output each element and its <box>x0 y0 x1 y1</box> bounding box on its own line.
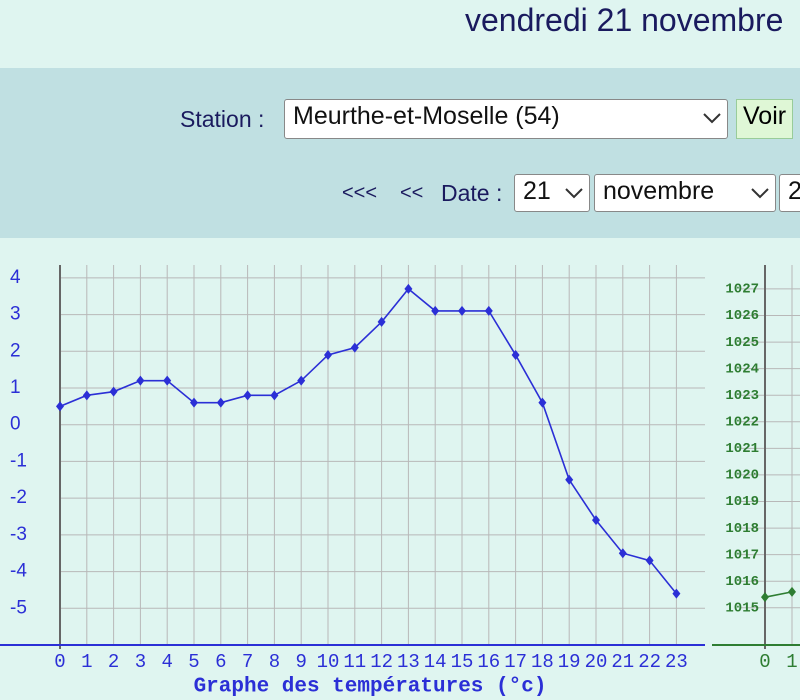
data-point <box>216 397 225 408</box>
x-tick-label: 6 <box>215 651 226 673</box>
submit-button[interactable]: Voir <box>736 99 794 139</box>
y-tick-label: 1017 <box>725 547 759 563</box>
y-tick-label: 0 <box>10 414 21 435</box>
data-line <box>764 591 793 598</box>
y-tick-label: 1022 <box>725 414 759 430</box>
x-tick-label: 20 <box>585 651 608 673</box>
data-point <box>645 555 654 566</box>
data-point <box>618 548 627 559</box>
x-tick-label: 17 <box>504 651 527 673</box>
chart-title: Graphe des températures (°c) <box>194 676 547 699</box>
chevron <box>751 188 769 199</box>
header: vendredi 21 novembre <box>0 0 800 68</box>
month-value: novembre <box>603 177 715 205</box>
data-point <box>82 390 91 401</box>
x-tick-label: 8 <box>269 651 280 673</box>
y-tick-label: 1023 <box>725 388 759 404</box>
data-point <box>538 397 547 408</box>
y-tick-label: -5 <box>10 597 27 618</box>
data-point <box>404 283 413 294</box>
x-tick-label: 10 <box>317 651 340 673</box>
data-point <box>324 349 332 360</box>
x-tick-label: 1 <box>786 651 797 673</box>
x-tick-label: 15 <box>451 651 474 673</box>
chevron <box>703 113 721 124</box>
x-tick-label: 14 <box>424 651 447 673</box>
nav-prev[interactable]: << <box>400 182 424 204</box>
data-point <box>109 386 118 397</box>
x-tick-label: 0 <box>759 651 770 673</box>
year-select[interactable]: 2 <box>779 174 800 212</box>
data-point <box>350 342 359 353</box>
y-tick-label: 1019 <box>725 494 759 510</box>
y-tick-label: 1015 <box>725 601 759 617</box>
y-tick-label: -4 <box>10 561 27 582</box>
data-point <box>243 390 252 401</box>
x-tick-label: 9 <box>295 651 306 673</box>
data-point <box>136 375 145 386</box>
data-point <box>672 588 681 599</box>
x-tick-label: 16 <box>477 651 500 673</box>
chevron <box>565 188 583 199</box>
data-point <box>592 515 600 526</box>
data-point <box>511 349 520 360</box>
y-tick-label: 1016 <box>725 574 759 590</box>
data-point <box>788 586 796 597</box>
y-tick-label: 4 <box>10 267 21 288</box>
x-tick-label: 3 <box>135 651 146 673</box>
y-tick-label: -2 <box>10 487 27 508</box>
x-tick-label: 18 <box>531 651 554 673</box>
data-point <box>56 401 64 412</box>
day-select[interactable]: 21 <box>514 174 590 212</box>
x-tick-label: 11 <box>343 651 366 673</box>
data-point <box>190 397 198 408</box>
data-point <box>565 474 574 485</box>
x-tick-label: 5 <box>188 651 199 673</box>
data-line <box>59 287 678 595</box>
data-point <box>377 316 386 327</box>
x-tick-label: 1 <box>81 651 92 673</box>
x-tick-label: 13 <box>397 651 420 673</box>
y-tick-label: 1027 <box>725 282 759 298</box>
page-title: vendredi 21 novembre <box>465 2 784 38</box>
x-tick-label: 7 <box>242 651 253 673</box>
data-point <box>297 375 306 386</box>
date-label: Date : <box>441 180 503 206</box>
x-tick-label: 19 <box>558 651 581 673</box>
y-tick-label: 1 <box>10 377 21 398</box>
data-point <box>431 305 440 316</box>
y-tick-label: 1018 <box>725 521 759 537</box>
y-tick-label: 1025 <box>725 335 759 351</box>
month-select[interactable]: novembre <box>594 174 776 212</box>
data-point <box>270 390 279 401</box>
x-tick-label: 21 <box>611 651 634 673</box>
data-point <box>458 305 466 316</box>
station-label: Station : <box>180 106 265 132</box>
x-tick-label: 23 <box>665 651 688 673</box>
form: Station : Meurthe-et-Moselle (54) Voir <… <box>0 68 800 238</box>
y-tick-label: 1026 <box>725 308 759 324</box>
y-tick-label: 1020 <box>725 468 759 484</box>
y-tick-label: 1024 <box>725 361 759 377</box>
data-point <box>484 305 493 316</box>
y-tick-label: 1021 <box>725 441 759 457</box>
day-value: 21 <box>523 177 551 205</box>
y-tick-label: 2 <box>10 340 21 361</box>
x-tick-label: 22 <box>638 651 661 673</box>
x-tick-label: 2 <box>108 651 119 673</box>
year-value: 2 <box>788 177 800 205</box>
station-select[interactable]: Meurthe-et-Moselle (54) <box>284 99 728 139</box>
y-tick-label: -1 <box>10 450 27 471</box>
data-point <box>163 375 172 386</box>
station-value: Meurthe-et-Moselle (54) <box>293 102 560 130</box>
y-tick-label: 3 <box>10 304 21 325</box>
data-point <box>761 592 769 603</box>
nav-prev-far[interactable]: <<< <box>342 182 378 204</box>
x-tick-label: 0 <box>54 651 65 673</box>
y-tick-label: -3 <box>10 524 27 545</box>
x-tick-label: 12 <box>370 651 393 673</box>
x-tick-label: 4 <box>161 651 172 673</box>
